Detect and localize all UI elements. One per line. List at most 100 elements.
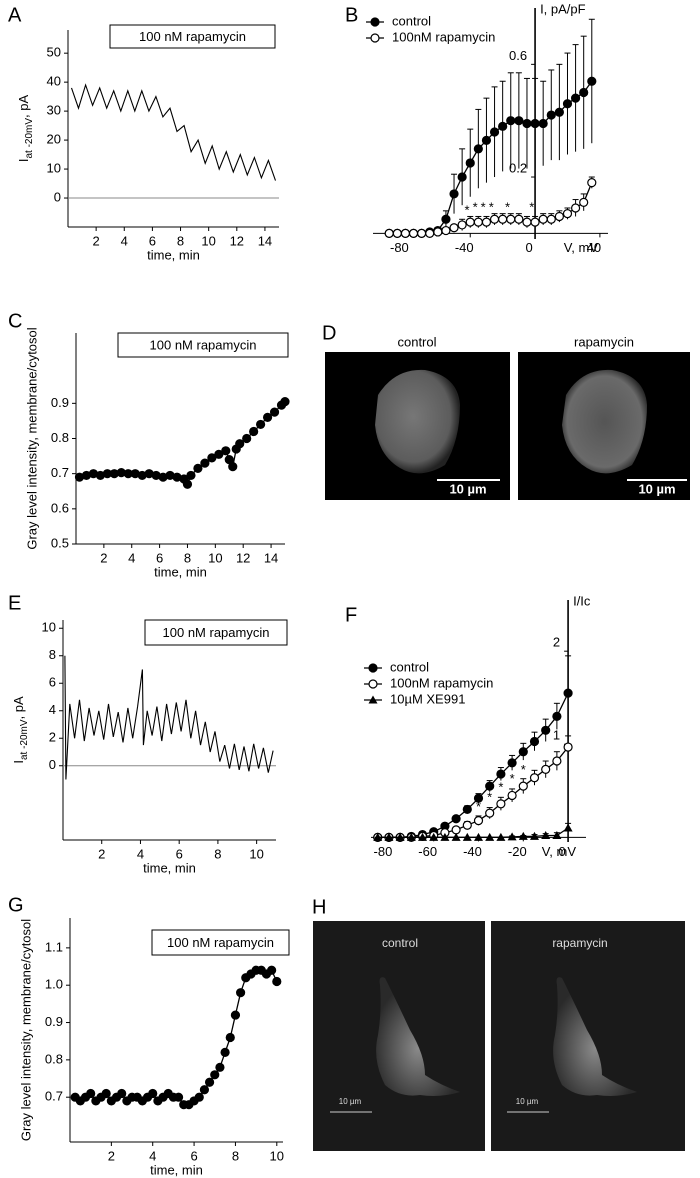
marker: [498, 121, 508, 131]
legend-label: control: [390, 659, 429, 674]
cell: [553, 977, 637, 1096]
significance-mark: *: [489, 199, 494, 214]
marker: [267, 965, 277, 975]
marker: [507, 758, 517, 768]
marker: [529, 831, 539, 840]
marker: [384, 228, 394, 238]
y-tick-label: 50: [47, 45, 61, 60]
marker: [473, 144, 483, 154]
marker: [215, 1062, 225, 1072]
marker: [489, 127, 500, 137]
marker: [199, 1085, 210, 1095]
series-line: [74, 969, 278, 1106]
x-tick-label: 14: [264, 550, 278, 565]
y-tick-label: 0.6: [51, 500, 69, 515]
marker: [506, 214, 516, 224]
marker: [514, 116, 524, 126]
scale-bar-label: 10 µm: [339, 1097, 362, 1106]
y-axis-label: Iat -20mV, pA: [16, 95, 34, 163]
legend-marker: [370, 33, 380, 43]
series-line: [377, 746, 569, 838]
marker: [406, 832, 416, 841]
marker: [462, 804, 472, 815]
legend-label: control: [392, 13, 431, 28]
y-tick-label: 4: [49, 702, 56, 717]
legend-label: 100nM rapamycin: [390, 675, 493, 690]
marker: [538, 214, 548, 224]
marker: [514, 214, 524, 224]
y-tick-label: 0: [54, 189, 61, 204]
marker: [522, 217, 532, 227]
significance-mark: *: [505, 199, 510, 214]
marker: [579, 197, 589, 207]
y-tick-label: 0.9: [51, 395, 69, 410]
legend-label: 100nM rapamycin: [392, 29, 495, 44]
panel-letter: B: [345, 4, 358, 26]
marker: [563, 688, 573, 698]
y-axis-label-main: I: [16, 159, 31, 163]
image-label: control: [382, 936, 418, 950]
x-tick-label: 4: [121, 233, 128, 248]
y-tick-label: 2: [553, 635, 560, 650]
annotation: 100 nM rapamycin: [139, 29, 246, 44]
x-tick-label: 6: [149, 233, 156, 248]
marker: [473, 217, 483, 227]
marker: [228, 462, 238, 472]
panel-letter: C: [8, 310, 22, 332]
marker: [272, 976, 282, 987]
y-axis-label-unit: , pA: [16, 95, 31, 118]
y-tick-label: 0.7: [51, 465, 69, 480]
marker: [224, 455, 234, 465]
cell: [376, 977, 460, 1096]
marker: [529, 736, 540, 747]
marker: [546, 214, 556, 224]
x-tick-label: 10: [208, 550, 222, 565]
legend-marker: [368, 695, 378, 704]
y-tick-label: 30: [47, 103, 61, 118]
marker: [538, 118, 548, 129]
significance-mark: *: [481, 199, 486, 214]
marker: [552, 830, 562, 839]
marker: [485, 832, 495, 841]
marker: [552, 756, 562, 766]
x-tick-label: 40: [587, 240, 601, 255]
marker: [101, 1088, 111, 1099]
panel-letter: E: [8, 592, 21, 614]
significance-mark: *: [465, 806, 470, 821]
significance-mark: *: [498, 779, 503, 794]
image-label: rapamycin: [552, 936, 607, 950]
marker: [417, 228, 427, 238]
legend-marker: [370, 17, 380, 27]
marker: [506, 116, 516, 126]
marker: [587, 76, 597, 86]
marker: [481, 135, 492, 146]
y-axis-label: Gray level intensity, membrane/cytosol: [18, 919, 33, 1141]
marker: [562, 99, 573, 109]
marker: [498, 214, 508, 224]
marker: [489, 214, 500, 224]
marker: [579, 87, 589, 98]
annotation-box: [117, 332, 289, 358]
marker: [570, 203, 581, 213]
marker: [200, 458, 210, 468]
marker: [507, 790, 517, 801]
marker: [441, 225, 451, 236]
marker: [384, 832, 394, 841]
marker: [395, 832, 405, 841]
significance-mark: *: [454, 812, 459, 827]
marker: [518, 831, 528, 840]
marker: [269, 407, 280, 417]
significance-mark: *: [529, 199, 534, 214]
marker: [474, 832, 483, 841]
y-axis-label-unit: , pA: [11, 696, 26, 719]
y-tick-label: 0.2: [509, 160, 527, 175]
y-tick-label: 6: [49, 675, 56, 690]
x-axis-label: V, mV: [564, 240, 599, 255]
image-label: control: [397, 334, 436, 349]
marker: [262, 412, 273, 422]
marker: [485, 781, 495, 791]
scale-bar-label: 10 µm: [449, 481, 486, 496]
scale-bar-label: 10 µm: [638, 481, 675, 496]
x-tick-label: 8: [177, 233, 184, 248]
marker: [451, 832, 461, 841]
